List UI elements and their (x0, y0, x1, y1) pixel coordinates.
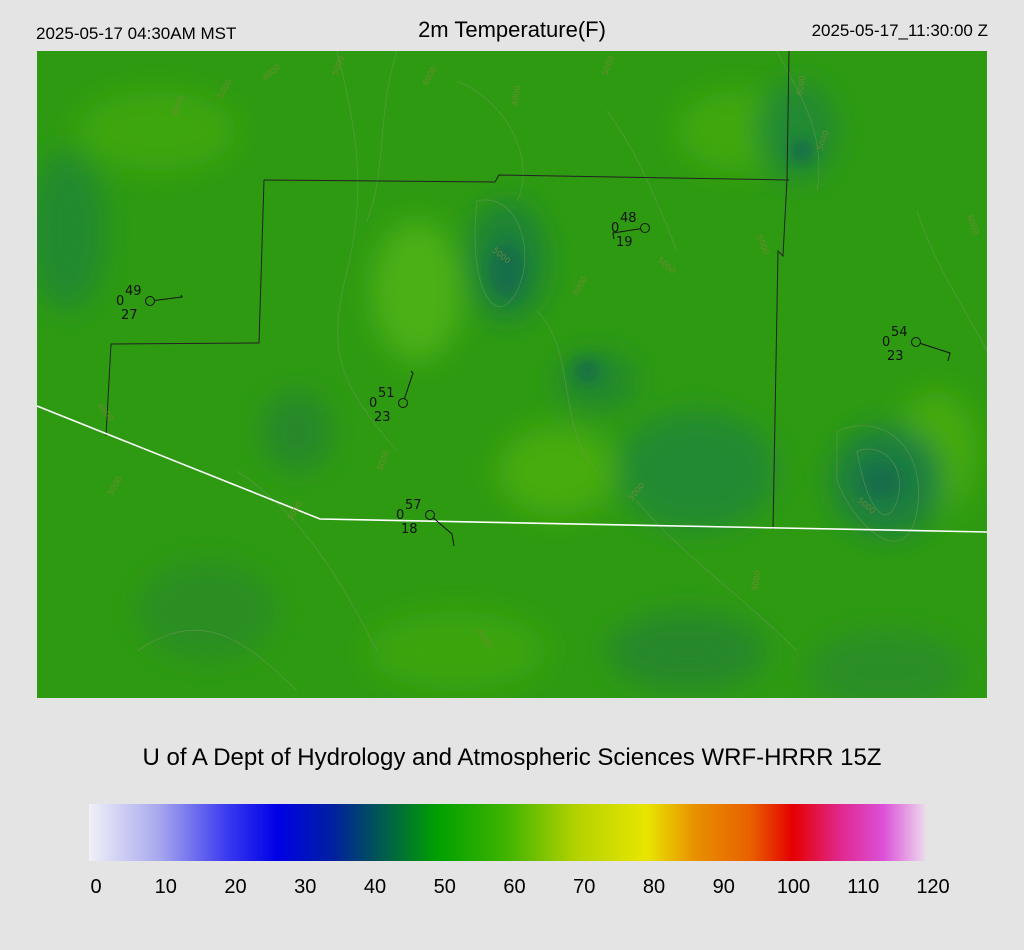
station-dewpoint: 23 (887, 349, 904, 364)
utc-time: 2025-05-17_11:30:00 Z (811, 21, 988, 40)
colorbar-tick-60: 60 (503, 876, 526, 898)
colorbar-tick-80: 80 (642, 876, 666, 898)
station-dewpoint: 27 (121, 308, 138, 323)
map-title: 2m Temperature(F) (418, 17, 606, 42)
station-temperature: 48 (620, 211, 637, 226)
border-line (37, 405, 987, 533)
station-marker (911, 337, 921, 347)
cold-spots (489, 139, 904, 499)
colorbar-tick-70: 70 (573, 876, 596, 898)
station-marker (398, 398, 408, 408)
colorbar-tick-10: 10 (154, 876, 177, 898)
colorbar-tick-50: 50 (433, 876, 456, 898)
wind-barb (612, 228, 641, 240)
colorbar-tick-20: 20 (224, 876, 247, 898)
contour-label: 4000 (510, 85, 522, 107)
station-gust: 0 (611, 221, 619, 236)
colorbar-tick-120: 120 (916, 876, 950, 898)
station-dewpoint: 18 (401, 522, 418, 537)
temperature-colorbar (89, 804, 925, 861)
station-temperature: 49 (125, 284, 142, 299)
colorbar-tick-100: 100 (776, 876, 811, 898)
colorbar-tick-30: 30 (294, 876, 317, 898)
wind-barb (403, 370, 414, 399)
terrain-contours (136, 51, 987, 692)
wind-barb (920, 342, 951, 362)
local-time: 2025-05-17 04:30AM MST (36, 24, 237, 43)
station-temperature: 54 (891, 325, 908, 340)
wind-barb (433, 517, 455, 547)
wind-barb (154, 294, 183, 301)
contour-label: 6000 (795, 75, 807, 97)
station-dewpoint: 19 (616, 235, 633, 250)
station-dewpoint: 23 (374, 410, 391, 425)
header: 2025-05-17 04:30AM MST 2m Temperature(F)… (0, 0, 1024, 50)
colorbar-tick-40: 40 (363, 876, 387, 898)
station-temperature: 51 (378, 386, 395, 401)
station-gust: 0 (116, 294, 124, 309)
station-marker (145, 296, 155, 306)
colorbar-tick-110: 110 (847, 876, 880, 898)
colorbar-tick-90: 90 (712, 876, 735, 898)
station-gust: 0 (369, 396, 377, 411)
station-marker (425, 510, 435, 520)
station-gust: 0 (882, 335, 890, 350)
station-temperature: 57 (405, 498, 422, 513)
station-marker (640, 223, 650, 233)
credit-text: U of A Dept of Hydrology and Atmospheric… (142, 744, 882, 771)
contour-label: 5000 (750, 570, 762, 592)
temperature-field (37, 81, 977, 698)
station-gust: 0 (396, 508, 404, 523)
state-border (105, 51, 790, 530)
colorbar-tick-0: 0 (90, 876, 102, 898)
